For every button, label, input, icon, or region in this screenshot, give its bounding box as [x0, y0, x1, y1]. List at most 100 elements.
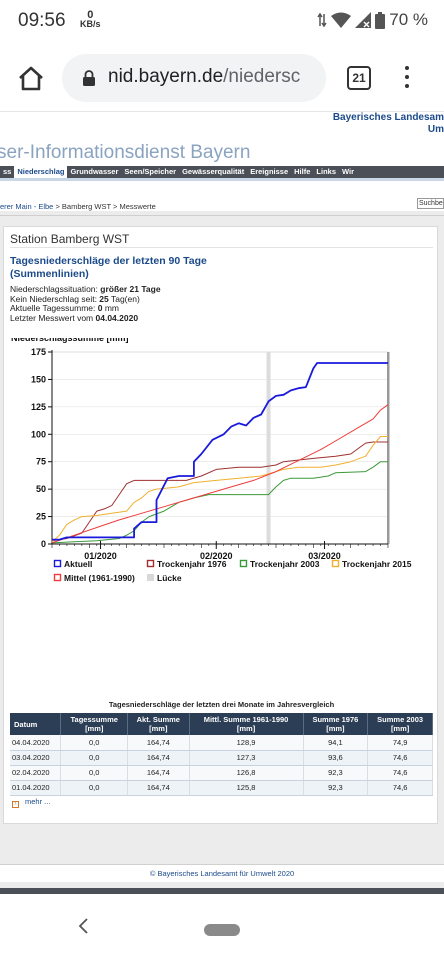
- table-cell: 0,0: [60, 735, 129, 751]
- station-title: Station Bamberg WST: [10, 232, 130, 246]
- nav-item-hilfe[interactable]: Hilfe: [294, 167, 311, 176]
- column-header: Akt. Summe [mm]: [127, 713, 190, 735]
- table-cell: 125,8: [189, 780, 304, 796]
- info-line: Kein Niederschlag seit: 25 Tag(en): [10, 293, 161, 305]
- search-input[interactable]: Suchbe: [417, 198, 444, 209]
- data-transfer-icon: [317, 12, 327, 28]
- table-cell: 02.04.2020: [10, 765, 62, 781]
- copyright[interactable]: © Bayerisches Landesamt für Umwelt 2020: [149, 869, 295, 878]
- url-host: nid.bayern.de: [108, 66, 224, 87]
- y-tick-label: 100: [31, 429, 46, 439]
- x-tick-label: 03/2020: [308, 551, 341, 561]
- y-tick-label: 0: [41, 539, 46, 549]
- info-line: Aktuelle Tagessumme: 0 mm: [10, 303, 161, 314]
- main-navigation: ss Niederschlag Grundwasser Seen/Speicher Ge…: [0, 166, 444, 178]
- nav-item-grundwasser[interactable]: Grundwasser: [70, 167, 119, 176]
- table-cell: 74,6: [367, 780, 433, 796]
- web-page: Bayerisches Landesam Um ser-Informations…: [0, 112, 444, 894]
- table-cell: 164,74: [127, 765, 190, 781]
- y-tick-label: 150: [31, 374, 46, 384]
- breadcrumb-row: [0, 181, 444, 211]
- status-bar: 09:56 0 KB/s 70 %: [0, 0, 444, 44]
- legend-swatch: [331, 559, 340, 568]
- menu-icon[interactable]: [404, 66, 410, 90]
- nav-item-ereignisse[interactable]: Ereignisse: [250, 167, 289, 176]
- agency-name[interactable]: Bayerisches Landesam Um: [333, 112, 444, 136]
- column-header: Datum: [10, 713, 62, 735]
- legend-swatch: [146, 559, 155, 568]
- tab-switcher-button[interactable]: 21: [347, 66, 371, 90]
- column-header: Tagessumme [mm]: [60, 713, 129, 735]
- browser-toolbar: nid.bayern.de/niedersc 21: [0, 44, 444, 112]
- nav-item-seen-speicher[interactable]: Seen/Speicher: [124, 167, 177, 176]
- status-icons: 70 %: [317, 10, 428, 30]
- divider: [0, 215, 444, 216]
- table-cell: 127,3: [189, 750, 304, 766]
- info-unit: mm: [102, 303, 119, 313]
- table-cell: 164,74: [127, 780, 190, 796]
- legend-label: Trockenjahr 2015: [342, 559, 412, 569]
- breadcrumb-current: > Bamberg WST > Messwerte: [53, 202, 156, 211]
- info-line: Niederschlagssituation: größer 21 Tage: [10, 284, 161, 295]
- network-speed-value: 0: [87, 9, 94, 21]
- nav-item-gewässerqualität[interactable]: Gewässerqualität: [182, 167, 245, 176]
- info-label: Niederschlagssituation:: [10, 284, 101, 294]
- plot-right-edge: [387, 352, 390, 544]
- legend-label: Trockenjahr 2003: [250, 559, 320, 569]
- info-value: 04.04.2020: [95, 312, 139, 323]
- legend-label: Aktuell: [64, 559, 92, 569]
- url-path: /niedersc: [223, 66, 301, 87]
- table-cell: 74,9: [367, 735, 433, 751]
- chart-heading: Tagesniederschläge der letzten 90 Tage (…: [10, 255, 207, 281]
- home-icon[interactable]: [17, 64, 45, 92]
- x-tick-label: 02/2020: [200, 551, 233, 561]
- network-speed: 0 KB/s: [80, 9, 101, 29]
- series-line-trockenjahr-2015: [51, 436, 388, 543]
- back-icon[interactable]: [78, 918, 90, 934]
- precipitation-chart: Niederschlagssumme [mm] 0 25 50 75 100 125 150 1…: [11, 338, 412, 583]
- lock-icon: [83, 70, 95, 86]
- chart-heading-line-1: Tagesniederschläge der letzten 90 Tage: [10, 255, 207, 267]
- table-row: 04.04.2020 0,0 164,74 128,9 94,1 74,9: [10, 735, 433, 751]
- home-gesture-pill[interactable]: [204, 924, 240, 936]
- precipitation-table: Datum Tagessumme [mm] Akt. Summe [mm] Mittl. …: [10, 713, 433, 796]
- table-cell: 126,8: [189, 765, 304, 781]
- breadcrumb-link[interactable]: erer Main - Elbe: [0, 202, 54, 211]
- address-bar[interactable]: nid.bayern.de/niedersc: [62, 54, 326, 102]
- table-cell: 128,9: [189, 735, 304, 751]
- system-navigation-bar: [0, 894, 444, 960]
- nav-item-niederschlag[interactable]: Niederschlag: [14, 166, 68, 178]
- y-tick-label: 175: [31, 347, 46, 357]
- nav-item-links[interactable]: Links: [316, 167, 336, 176]
- legend-label: Lücke: [157, 573, 182, 583]
- y-axis-label: Niederschlagssumme [mm]: [11, 338, 129, 343]
- table-cell: 74,6: [367, 765, 433, 781]
- table-row: 02.04.2020 0,0 164,74 126,8 92,3 74,6: [10, 765, 433, 781]
- nav-item-ss[interactable]: ss: [3, 167, 12, 176]
- column-header: Summe 2003 [mm]: [367, 713, 433, 735]
- nav-underline: [0, 178, 444, 181]
- legend-swatch: [53, 573, 62, 582]
- table-title: Tagesniederschläge der letzten drei Mona…: [108, 700, 335, 709]
- y-tick-label: 125: [31, 402, 46, 412]
- info-label: Kein Niederschlag seit:: [10, 293, 100, 304]
- arrow-right-icon: ›: [12, 801, 19, 808]
- series-line-trockenjahr-1976: [51, 441, 388, 542]
- legend-swatch: [53, 559, 62, 568]
- info-label: Aktuelle Tagessumme:: [10, 303, 98, 313]
- table-cell: 92,3: [303, 780, 369, 796]
- table-cell: 03.04.2020: [10, 750, 62, 766]
- more-link[interactable]: › mehr ...: [12, 797, 50, 808]
- info-line: Letzter Messwert vom 04.04.2020: [10, 312, 161, 324]
- column-header: Mittl. Summe 1961-1990 [mm]: [189, 713, 304, 735]
- x-tick-label: 01/2020: [84, 551, 117, 561]
- info-value: 25: [99, 293, 109, 304]
- table-cell: 0,0: [60, 765, 129, 781]
- y-tick-label: 25: [36, 512, 46, 522]
- info-label: Letzter Messwert vom: [10, 312, 96, 323]
- plot-area: [51, 351, 389, 545]
- battery-icon: [375, 11, 386, 29]
- y-tick-label: 75: [36, 457, 46, 467]
- nav-item-wir[interactable]: Wir: [342, 167, 355, 176]
- info-unit: Tag(en): [108, 293, 140, 304]
